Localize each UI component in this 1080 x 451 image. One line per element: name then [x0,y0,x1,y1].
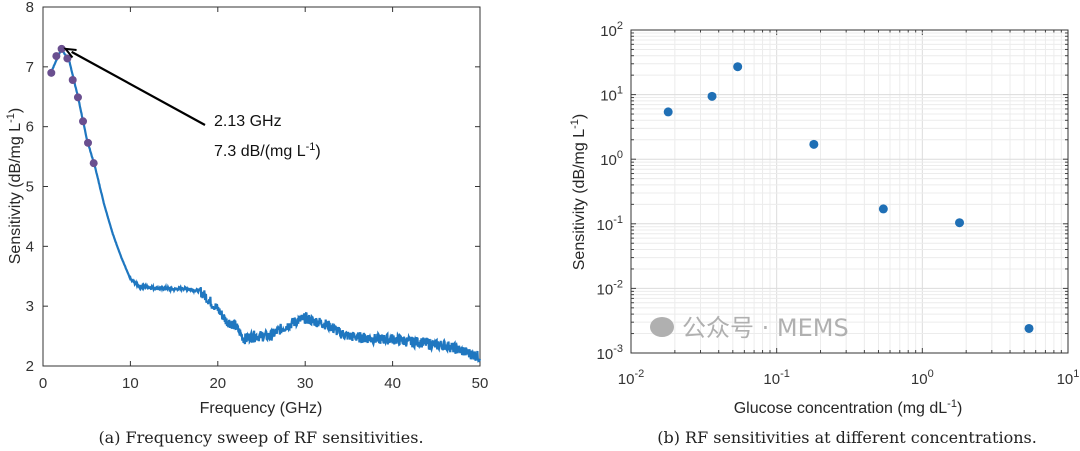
data-marker [79,117,88,126]
chart-b-xlabel: Glucose concentration (mg dL-1) [734,398,963,417]
data-point [809,139,819,149]
annotation-sensitivity: 7.3 dB/(mg L-1) [214,141,321,160]
x-tick-label: 0 [39,375,47,392]
annotation-frequency: 2.13 GHz [214,113,282,130]
data-marker [68,75,77,84]
annotation-arrow [71,50,206,126]
x-tick-label: 10-2 [618,368,644,388]
x-tick-label: 50 [472,375,489,392]
y-tick-label: 10-1 [597,214,623,234]
x-tick-label: 20 [209,375,226,392]
data-marker [84,138,93,147]
data-point [878,204,888,214]
data-marker [47,68,56,77]
data-point [955,218,965,228]
x-tick-label: 100 [911,368,934,388]
y-tick-label: 10-2 [597,278,623,298]
chart-a: 0 10 20 30 40 50 2 3 4 5 6 7 8 [26,0,489,392]
y-tick-label: 5 [26,179,34,196]
data-marker [52,52,61,61]
chart-b-caption: (b) RF sensitivities at different concen… [657,428,1037,447]
data-marker [57,44,66,53]
chart-a-caption: (a) Frequency sweep of RF sensitivities. [98,428,423,447]
x-tick-label: 40 [384,375,401,392]
watermark-text: 公众号 · MEMS [682,314,849,342]
data-point [663,107,673,117]
y-tick-label: 100 [600,149,623,169]
chart-b-plot-area [631,30,1068,353]
x-tick-label: 10-1 [763,368,789,388]
y-tick-label: 2 [26,358,34,375]
y-tick-label: 7 [26,59,34,76]
chart-a-plot-area [42,6,481,367]
chart-a-xlabel: Frequency (GHz) [200,400,323,417]
data-marker [63,54,72,63]
data-marker [89,159,98,168]
data-point [707,91,717,101]
chart-b: 10-2 10-1 100 101 10-3 10-2 10-1 100 101 102 [597,20,1080,388]
chart-b-frame [630,29,1069,354]
chart-a-ylabel: Sensitivity (dB/mg L-1) [5,108,24,265]
data-marker [73,93,82,102]
y-tick-label: 10-3 [597,343,623,363]
arrow-head-icon [63,47,77,59]
chart-b-ylabel: Sensitivity (dB/mg L-1) [569,114,588,271]
watermark: 公众号 · MEMS [650,314,849,342]
y-tick-label: 102 [600,20,623,40]
x-tick-label: 30 [297,375,314,392]
data-point [733,62,743,72]
y-tick-label: 6 [26,119,34,136]
sensitivity-line [49,47,482,363]
y-tick-label: 8 [26,0,34,16]
wechat-icon [650,317,674,337]
data-point [1024,323,1034,333]
x-tick-label: 101 [1057,368,1080,388]
y-tick-label: 3 [26,298,34,315]
y-tick-label: 4 [26,238,34,255]
y-tick-label: 101 [600,85,623,105]
x-tick-label: 10 [122,375,139,392]
